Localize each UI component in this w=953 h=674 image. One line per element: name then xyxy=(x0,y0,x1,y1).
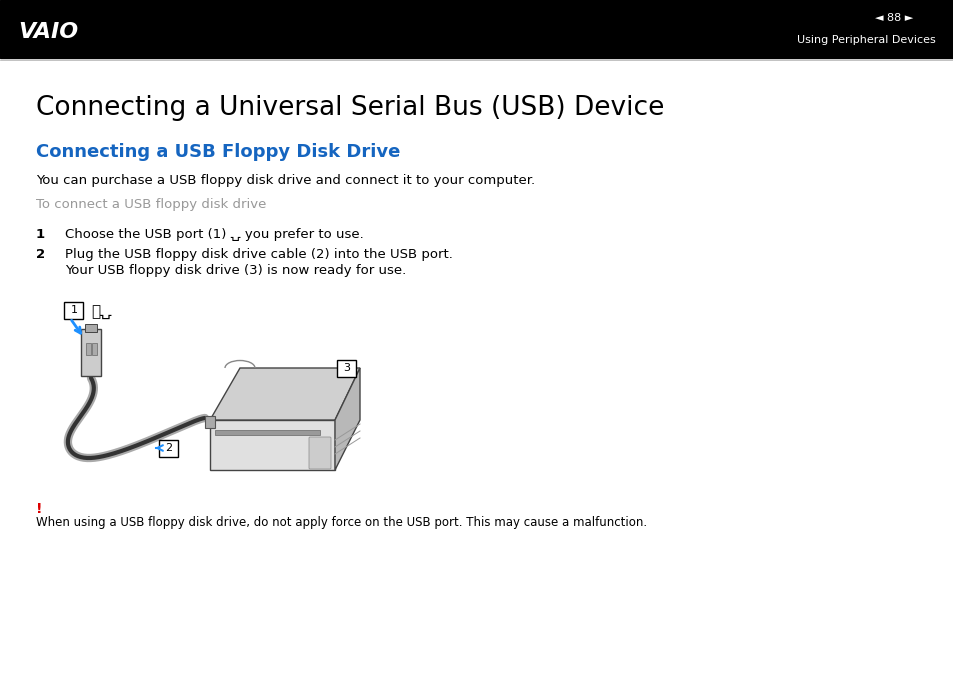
Bar xyxy=(91,343,97,355)
Bar xyxy=(0,0,953,58)
Text: 3: 3 xyxy=(343,363,350,373)
Text: Your USB floppy disk drive (3) is now ready for use.: Your USB floppy disk drive (3) is now re… xyxy=(65,264,406,277)
Polygon shape xyxy=(210,368,359,420)
Bar xyxy=(214,430,319,435)
Text: 1: 1 xyxy=(36,228,45,241)
FancyBboxPatch shape xyxy=(159,439,178,456)
Bar xyxy=(205,416,214,428)
Text: To connect a USB floppy disk drive: To connect a USB floppy disk drive xyxy=(36,198,266,211)
Bar xyxy=(86,343,91,355)
FancyBboxPatch shape xyxy=(65,301,84,319)
Text: You can purchase a USB floppy disk drive and connect it to your computer.: You can purchase a USB floppy disk drive… xyxy=(36,174,535,187)
Text: Plug the USB floppy disk drive cable (2) into the USB port.: Plug the USB floppy disk drive cable (2)… xyxy=(65,248,453,261)
FancyBboxPatch shape xyxy=(81,329,101,376)
Text: !: ! xyxy=(36,502,43,516)
Text: ◄ 88 ►: ◄ 88 ► xyxy=(874,13,912,23)
Text: 2: 2 xyxy=(165,443,172,453)
FancyBboxPatch shape xyxy=(309,437,331,469)
Text: Connecting a Universal Serial Bus (USB) Device: Connecting a Universal Serial Bus (USB) … xyxy=(36,95,663,121)
Bar xyxy=(85,324,97,332)
Text: Choose the USB port (1) ⍽ you prefer to use.: Choose the USB port (1) ⍽ you prefer to … xyxy=(65,228,363,241)
Text: 1: 1 xyxy=(71,305,77,315)
Polygon shape xyxy=(210,420,335,470)
FancyBboxPatch shape xyxy=(337,359,356,377)
Text: ࿕⍽: ࿕⍽ xyxy=(91,305,112,319)
Text: VAIO: VAIO xyxy=(18,22,78,42)
Text: Connecting a USB Floppy Disk Drive: Connecting a USB Floppy Disk Drive xyxy=(36,143,400,161)
Text: When using a USB floppy disk drive, do not apply force on the USB port. This may: When using a USB floppy disk drive, do n… xyxy=(36,516,646,529)
Polygon shape xyxy=(335,368,359,470)
Text: Using Peripheral Devices: Using Peripheral Devices xyxy=(797,35,935,45)
Text: 2: 2 xyxy=(36,248,45,261)
